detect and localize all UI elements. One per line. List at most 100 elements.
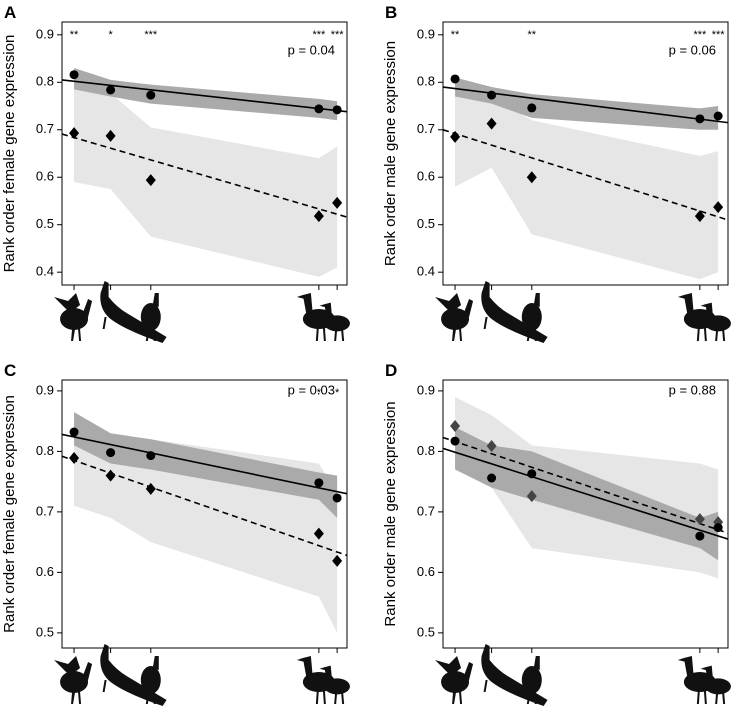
p-value: p = 0.03 (288, 382, 335, 397)
legs (145, 692, 156, 704)
point (314, 478, 324, 488)
significance-stars: ** (451, 29, 460, 41)
point (486, 439, 497, 452)
point (332, 196, 343, 209)
point (527, 103, 537, 113)
y-tick-label: 0.6 (36, 169, 54, 184)
plot-area (443, 396, 728, 579)
point (146, 90, 156, 100)
legs (715, 692, 726, 704)
legs (526, 329, 537, 341)
beak (319, 304, 326, 308)
legs (102, 317, 107, 329)
beak (296, 658, 305, 662)
point (69, 127, 80, 140)
point (145, 174, 156, 187)
bird-silhouette (319, 665, 350, 704)
bird-silhouette (700, 665, 731, 704)
point (713, 111, 723, 121)
plot-area (62, 412, 347, 633)
bird-silhouette (319, 302, 350, 341)
confidence-band (455, 77, 719, 130)
panel-letter: C (4, 361, 16, 380)
significance-stars: *** (312, 29, 326, 41)
y-tick-label: 0.9 (36, 26, 54, 41)
body (521, 666, 542, 694)
significance-stars: * (317, 387, 322, 399)
y-tick-label: 0.5 (36, 624, 54, 639)
point (69, 452, 80, 465)
panel-letter: B (385, 3, 397, 22)
point (527, 469, 537, 479)
point (313, 527, 324, 540)
y-tick-label: 0.7 (36, 503, 54, 518)
point (450, 130, 461, 143)
fit-line (62, 433, 347, 495)
legs (452, 692, 463, 704)
y-tick-label: 0.8 (36, 74, 54, 89)
bird-silhouette (435, 293, 474, 341)
neck (82, 662, 93, 680)
point (332, 493, 342, 503)
y-tick-label: 0.7 (417, 121, 435, 136)
plot-frame (61, 21, 348, 286)
point (313, 210, 324, 223)
significance-stars: *** (144, 29, 158, 41)
point (486, 117, 497, 130)
significance-stars: ** (70, 29, 79, 41)
y-axis-label: Rank order male gene expression (382, 401, 399, 626)
point (526, 490, 537, 503)
y-tick-label: 0.4 (417, 264, 435, 279)
legs (715, 329, 726, 341)
legs (315, 327, 326, 341)
neck (302, 293, 313, 317)
point (105, 469, 116, 482)
legs (71, 692, 82, 704)
legs (334, 329, 345, 341)
panel-letter: D (385, 361, 397, 380)
neck (152, 656, 159, 670)
point (69, 427, 79, 437)
legs (526, 692, 537, 704)
tail (54, 293, 81, 313)
point (450, 436, 460, 446)
point (695, 114, 705, 124)
y-axis-label: Rank order female gene expression (1, 35, 18, 273)
point (332, 554, 343, 567)
point (695, 531, 705, 541)
plot-frame (442, 21, 729, 286)
legs (102, 680, 107, 692)
significance-stars: * (335, 387, 340, 399)
y-tick-label: 0.7 (36, 121, 54, 136)
y-tick-label: 0.9 (417, 382, 435, 397)
legs (145, 329, 156, 341)
bird-silhouette (140, 293, 161, 341)
bird-silhouette (54, 293, 93, 341)
confidence-band (455, 91, 719, 280)
neck (533, 656, 540, 670)
body (441, 671, 470, 693)
legs (71, 329, 82, 341)
neck (705, 302, 714, 322)
confidence-band (74, 87, 338, 277)
fit-line (62, 79, 347, 113)
point (450, 74, 460, 84)
neck (82, 299, 93, 317)
point (106, 448, 116, 458)
neck (683, 656, 694, 680)
y-tick-label: 0.7 (417, 503, 435, 518)
body (60, 671, 89, 693)
point (146, 451, 156, 461)
significance-stars: * (108, 29, 113, 41)
p-value: p = 0.04 (288, 42, 335, 57)
beak (296, 295, 305, 299)
neck (324, 302, 333, 322)
plot-frame (442, 379, 729, 649)
point (694, 513, 705, 526)
legs (483, 680, 488, 692)
bird-silhouette (140, 656, 161, 704)
neck (302, 656, 313, 680)
bird-silhouette (700, 302, 731, 341)
point (487, 473, 497, 483)
tail (435, 293, 462, 313)
